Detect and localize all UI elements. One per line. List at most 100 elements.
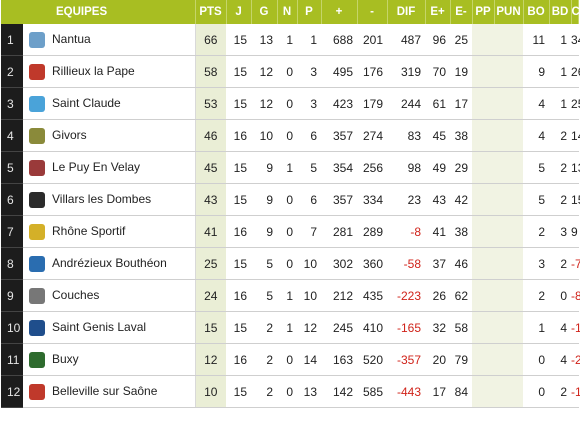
e-minus-cell: 17	[450, 87, 473, 120]
n-cell: 0	[277, 87, 298, 120]
pts-cell: 15	[195, 311, 227, 344]
team-logo-icon	[29, 319, 45, 336]
team-cell: Belleville sur Saône	[23, 375, 196, 408]
dif-cell: -443	[387, 375, 426, 408]
e-plus-cell: 70	[425, 55, 451, 88]
e-plus-cell: 20	[425, 343, 451, 376]
p-cell: 14	[297, 343, 322, 376]
n-cell: 0	[277, 375, 298, 408]
header-bo: BO	[523, 0, 550, 24]
minus-cell: 256	[357, 151, 388, 184]
e-plus-cell: 26	[425, 279, 451, 312]
team-name: Andrézieux Bouthéon	[52, 255, 167, 270]
bo-cell: 5	[523, 151, 550, 184]
table-row: 8 Andrézieux Bouthéon 25 15 5 0 10 302 360 -58 37 4…	[1, 247, 580, 280]
cb-cell: 34	[571, 24, 580, 56]
table-row: 7 Rhône Sportif 41 16 9 0 7 281 289 -8 41 38 2 3 9	[1, 215, 579, 248]
team-cell: Givors	[23, 119, 196, 152]
minus-cell: 410	[357, 311, 388, 344]
p-cell: 13	[297, 375, 322, 408]
header-plus: +	[321, 0, 358, 24]
pun-cell	[494, 215, 524, 248]
e-minus-cell: 84	[450, 375, 473, 408]
pp-cell	[472, 55, 495, 88]
team-cell: Le Puy En Velay	[23, 151, 196, 184]
team-logo-icon	[29, 63, 45, 80]
pts-cell: 12	[195, 343, 227, 376]
bd-cell: 1	[549, 87, 572, 120]
pun-cell	[494, 119, 524, 152]
g-cell: 5	[251, 279, 278, 312]
bd-cell: 4	[549, 343, 572, 376]
pp-cell	[472, 311, 495, 344]
n-cell: 0	[277, 343, 298, 376]
bd-cell: 2	[549, 183, 572, 216]
header-n: N	[277, 0, 298, 24]
plus-cell: 495	[321, 55, 358, 88]
rank-cell: 10	[1, 311, 23, 344]
rank-cell: 6	[1, 183, 23, 216]
j-cell: 15	[226, 247, 252, 280]
e-plus-cell: 32	[425, 311, 451, 344]
rank-cell: 1	[1, 24, 23, 56]
team-name: Belleville sur Saône	[52, 383, 158, 398]
n-cell: 1	[277, 279, 298, 312]
e-minus-cell: 79	[450, 343, 473, 376]
rank-cell: 4	[1, 119, 23, 152]
bo-cell: 4	[523, 119, 550, 152]
team-name: Rhône Sportif	[52, 223, 126, 238]
pp-cell	[472, 183, 495, 216]
team-logo-icon	[29, 127, 45, 144]
table-row: 9 Couches 24 16 5 1 10 212 435 -223 26 62 2 0 -8	[1, 279, 580, 312]
minus-cell: 435	[357, 279, 388, 312]
table-row: 5Le Puy En Velay45159153542569849295213	[1, 151, 580, 184]
header-minus: -	[357, 0, 388, 24]
bd-cell: 0	[549, 279, 572, 312]
header-e-minus: E-	[450, 0, 473, 24]
dif-cell: 487	[387, 24, 426, 56]
cb-cell: 13	[571, 151, 580, 184]
n-cell: 1	[277, 24, 298, 56]
n-cell: 0	[277, 183, 298, 216]
rank-cell: 3	[1, 87, 23, 120]
plus-cell: 423	[321, 87, 358, 120]
n-cell: 0	[277, 215, 298, 248]
header-cb: CB	[571, 0, 580, 24]
team-name: Givors	[52, 127, 87, 142]
pun-cell	[494, 279, 524, 312]
team-logo-icon	[29, 351, 45, 368]
minus-cell: 289	[357, 215, 388, 248]
e-minus-cell: 62	[450, 279, 473, 312]
bo-cell: 4	[523, 87, 550, 120]
dif-cell: -165	[387, 311, 426, 344]
rank-cell: 12	[1, 375, 23, 408]
minus-cell: 201	[357, 24, 388, 56]
pun-cell	[494, 247, 524, 280]
team-cell: Couches	[23, 279, 196, 312]
j-cell: 15	[226, 24, 252, 56]
g-cell: 2	[251, 343, 278, 376]
bd-cell: 4	[549, 311, 572, 344]
rank-cell: 11	[1, 343, 23, 376]
header-p: P	[297, 0, 322, 24]
team-cell: Rhône Sportif	[23, 215, 196, 248]
bo-cell: 3	[523, 247, 550, 280]
team-logo-icon	[29, 159, 45, 176]
n-cell: 0	[277, 247, 298, 280]
p-cell: 3	[297, 55, 322, 88]
e-minus-cell: 38	[450, 119, 473, 152]
e-plus-cell: 37	[425, 247, 451, 280]
pp-cell	[472, 24, 495, 56]
team-name: Saint Genis Laval	[52, 319, 147, 334]
pts-cell: 46	[195, 119, 227, 152]
g-cell: 5	[251, 247, 278, 280]
team-logo-icon	[29, 191, 45, 208]
dif-cell: 98	[387, 151, 426, 184]
p-cell: 10	[297, 279, 322, 312]
g-cell: 9	[251, 215, 278, 248]
g-cell: 9	[251, 183, 278, 216]
p-cell: 10	[297, 247, 322, 280]
n-cell: 1	[277, 151, 298, 184]
minus-cell: 179	[357, 87, 388, 120]
e-plus-cell: 45	[425, 119, 451, 152]
